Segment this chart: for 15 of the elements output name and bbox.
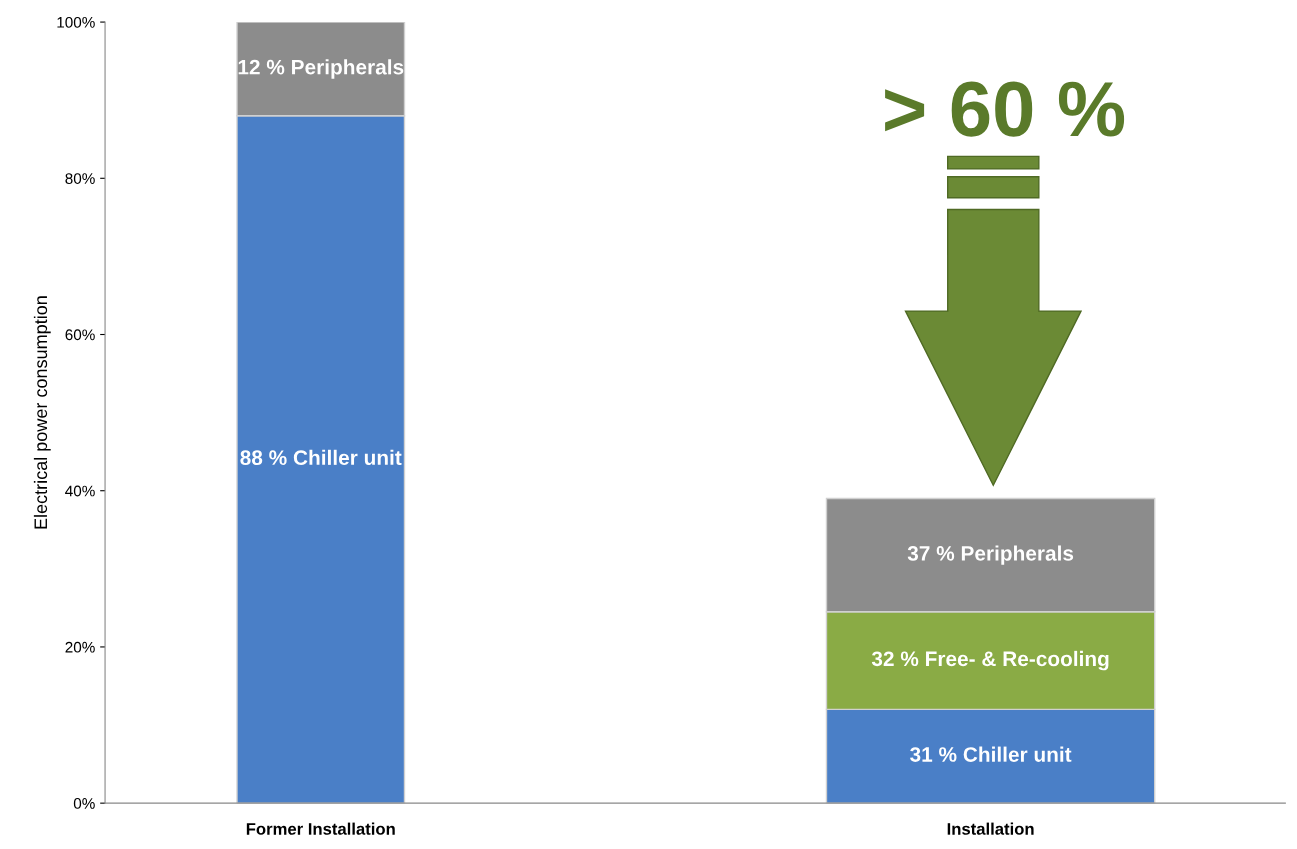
y-axis-title: Electrical power consumption: [33, 296, 51, 529]
y-tick-label: 80%: [65, 173, 95, 184]
y-tick-label: 40%: [65, 485, 95, 497]
annotation: 12 % Peripherals: [238, 59, 404, 79]
y-tick-label: 20%: [65, 641, 95, 653]
annotation: 37 % Peripherals: [907, 545, 1074, 565]
x-tick-label: Former Installation: [246, 822, 395, 835]
y-tick-label: 0%: [73, 798, 95, 809]
annotation: 88 % Chiller unit: [240, 449, 402, 466]
y-tick-label: 100%: [57, 16, 95, 28]
annotation: 32 % Free- & Re-cooling: [871, 650, 1109, 671]
y-tick-label: 60%: [65, 329, 95, 341]
annotation: 31 % Chiller unit: [910, 746, 1072, 762]
annotation: > 60 %: [885, 81, 1125, 137]
x-tick-label: Installation: [947, 822, 1034, 835]
